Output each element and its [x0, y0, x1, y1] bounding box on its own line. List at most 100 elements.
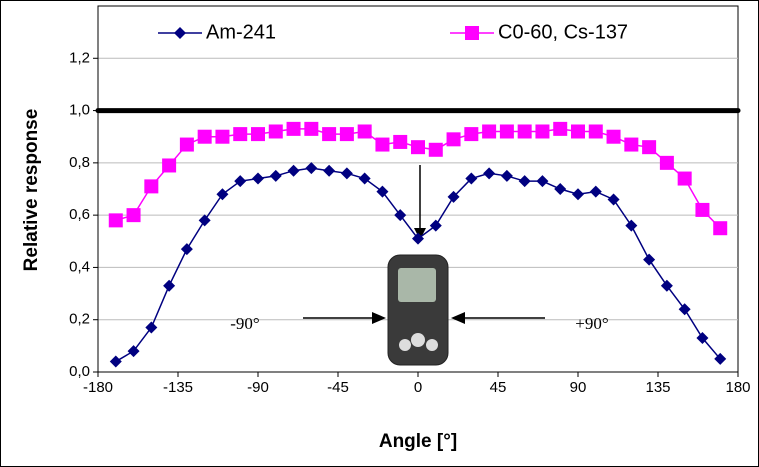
- annotation: +90°: [575, 314, 608, 333]
- point: [216, 188, 229, 201]
- y-tick-label: 0,8: [69, 154, 90, 171]
- x-tick-label: 180: [725, 379, 750, 396]
- point: [109, 355, 122, 368]
- point: [713, 221, 728, 236]
- x-tick-label: -45: [327, 379, 349, 396]
- point: [677, 171, 692, 186]
- point: [446, 132, 461, 147]
- point: [322, 127, 337, 142]
- point: [375, 137, 390, 152]
- point: [339, 127, 354, 142]
- point: [287, 164, 300, 177]
- legend: [150, 8, 736, 54]
- point: [625, 219, 638, 232]
- point: [162, 158, 177, 173]
- point: [393, 134, 408, 149]
- point: [606, 129, 621, 144]
- point: [251, 127, 265, 142]
- point: [215, 129, 230, 144]
- point: [499, 124, 514, 139]
- point: [642, 140, 657, 155]
- point: [180, 243, 193, 256]
- point: [179, 137, 194, 152]
- point: [197, 129, 212, 144]
- annotation: -90°: [230, 314, 259, 333]
- arrow-head: [451, 312, 465, 324]
- point: [394, 209, 407, 222]
- point: [428, 142, 443, 157]
- point: [465, 172, 478, 185]
- point: [358, 172, 371, 185]
- device-screen: [398, 268, 436, 302]
- device-button: [411, 333, 425, 347]
- point: [571, 124, 585, 139]
- point: [553, 121, 568, 136]
- point: [589, 185, 602, 198]
- point: [624, 137, 639, 152]
- arrow-head: [414, 228, 426, 240]
- point: [127, 345, 140, 358]
- y-axis-label: Relative response: [21, 109, 42, 272]
- point: [483, 167, 496, 180]
- point: [357, 124, 372, 139]
- x-tick-label: 45: [490, 379, 507, 396]
- arrow-head: [372, 312, 386, 324]
- point: [518, 175, 531, 188]
- legend-marker: [174, 27, 186, 39]
- point: [500, 169, 513, 182]
- point: [234, 175, 247, 188]
- point: [464, 127, 479, 142]
- point: [554, 183, 567, 195]
- point: [163, 279, 176, 292]
- legend-label: Am-241: [206, 21, 276, 43]
- x-tick-label: 90: [570, 379, 587, 396]
- point: [269, 169, 282, 182]
- point: [268, 124, 283, 139]
- point: [660, 279, 673, 292]
- y-tick-label: 0,0: [69, 363, 90, 380]
- y-tick-label: 1,0: [69, 102, 90, 119]
- point: [144, 179, 159, 194]
- point: [198, 214, 211, 227]
- point: [536, 175, 549, 188]
- x-axis-label: Angle [°]: [379, 431, 457, 452]
- point: [607, 193, 620, 206]
- point: [696, 332, 709, 345]
- point: [643, 253, 656, 266]
- point: [678, 303, 691, 316]
- point: [340, 167, 353, 180]
- x-tick-label: -135: [163, 379, 193, 396]
- x-tick-label: 0: [414, 379, 422, 396]
- y-tick-label: 1,2: [69, 49, 90, 66]
- point: [714, 352, 727, 365]
- point: [233, 127, 248, 142]
- point: [145, 321, 158, 334]
- legend-marker: [465, 26, 479, 40]
- point: [126, 208, 141, 223]
- point: [286, 121, 301, 136]
- point: [323, 164, 336, 177]
- point: [411, 140, 425, 155]
- x-tick-label: -180: [83, 379, 113, 396]
- point: [429, 219, 442, 232]
- point: [376, 185, 389, 198]
- point: [588, 124, 603, 139]
- point: [482, 124, 497, 139]
- point: [659, 155, 674, 170]
- point: [304, 121, 319, 136]
- point: [447, 190, 460, 203]
- x-tick-label: -90: [247, 379, 269, 396]
- device-button: [426, 339, 438, 351]
- point: [517, 124, 532, 139]
- y-tick-label: 0,2: [69, 311, 90, 328]
- point: [252, 172, 264, 185]
- point: [305, 162, 318, 175]
- point: [412, 232, 424, 245]
- legend-label: C0-60, Cs-137: [498, 21, 628, 43]
- point: [535, 124, 550, 139]
- point: [108, 213, 123, 228]
- device-button: [399, 339, 411, 351]
- y-tick-label: 0,6: [69, 206, 90, 223]
- x-tick-label: 135: [645, 379, 670, 396]
